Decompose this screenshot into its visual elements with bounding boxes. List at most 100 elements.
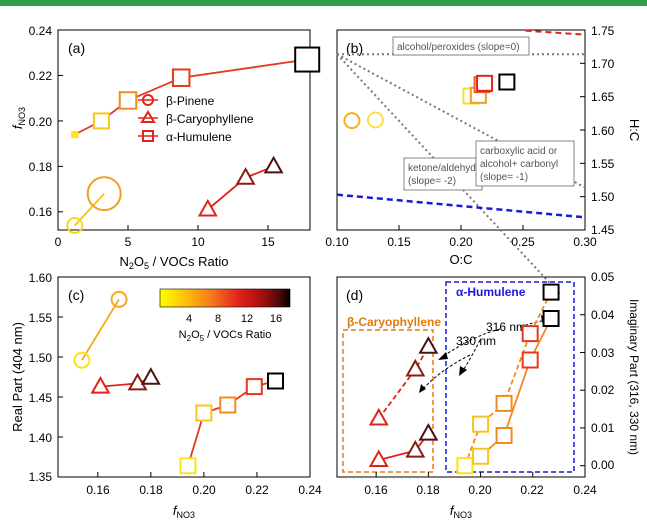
panel-b-y-axis-label: H:C xyxy=(627,119,642,141)
panel-b-label: (b) xyxy=(346,40,363,56)
tick-label: 0.22 xyxy=(520,483,544,497)
humulene-label: α-Humulene xyxy=(456,285,526,299)
data-point xyxy=(366,111,384,129)
panel-d: (d) 0.16 0.18 0.20 0.22 0.24 0.05 0.04 0… xyxy=(336,270,641,520)
data-point xyxy=(472,415,490,433)
tick-label: 0.18 xyxy=(416,483,440,497)
data-point xyxy=(197,198,218,217)
panel-b: (b) 0.10 0.15 0.20 0.25 0.30 1.75 1.70 1… xyxy=(325,24,642,295)
data-point xyxy=(542,310,560,328)
data-point xyxy=(405,439,426,458)
axis-ticks xyxy=(336,29,586,231)
axis-ticks xyxy=(58,276,311,478)
tick-label: 0.20 xyxy=(449,235,473,249)
tick-label: 0.30 xyxy=(573,235,597,249)
tick-label: 0.00 xyxy=(591,458,615,472)
colorbar-tick: 4 xyxy=(186,313,192,325)
tick-label: 1.75 xyxy=(591,24,615,38)
panel-c-y-ticks: 1.60 1.55 1.50 1.45 1.40 1.35 xyxy=(29,271,53,484)
data-point xyxy=(245,378,263,396)
data-point xyxy=(456,457,474,475)
data-point xyxy=(542,283,560,301)
tick-label: 5 xyxy=(125,235,132,249)
data-point xyxy=(521,325,539,343)
tick-label: 15 xyxy=(261,235,275,249)
data-point xyxy=(118,91,138,110)
tick-label: 0.22 xyxy=(29,69,53,83)
colorbar-tick: 12 xyxy=(241,313,253,325)
tick-label: 0.22 xyxy=(245,483,269,497)
tick-label: 0.03 xyxy=(591,346,615,360)
data-point xyxy=(71,130,79,139)
colorbar-gradient xyxy=(159,288,291,308)
colorbar-tick: 8 xyxy=(215,313,221,325)
panel-a: (a) 0.24 0.22 0.20 0.18 0.16 0 5 10 15 N… xyxy=(10,24,321,271)
annotation: alcohol+ carbonyl xyxy=(480,159,558,170)
panel-a-plot xyxy=(57,29,321,234)
tick-label: 1.50 xyxy=(591,190,615,204)
reference-line xyxy=(336,53,586,189)
panel-c-plot xyxy=(58,276,311,478)
annotation-330nm: 330 nm xyxy=(456,334,496,348)
panel-a-x-axis-label: N2O5 / VOCs Ratio xyxy=(119,254,228,271)
data-point xyxy=(90,375,111,394)
data-point xyxy=(368,449,389,468)
axis-ticks xyxy=(57,29,269,230)
tick-label: 0.16 xyxy=(29,205,53,219)
data-point xyxy=(498,73,516,91)
panel-a-y-ticks: 0.24 0.22 0.20 0.18 0.16 xyxy=(29,24,53,219)
tick-label: 1.70 xyxy=(591,57,615,71)
panel-b-annotations: alcohol/peroxides (slope=0) ketone/aldeh… xyxy=(392,36,575,191)
annotation: carboxylic acid or xyxy=(480,146,558,157)
panel-b-y-ticks: 1.75 1.70 1.65 1.60 1.55 1.50 1.45 xyxy=(591,24,615,237)
tick-label: 1.55 xyxy=(591,157,615,171)
data-point xyxy=(476,74,494,92)
panel-b-x-ticks: 0.10 0.15 0.20 0.25 0.30 xyxy=(325,235,597,249)
legend-square-icon xyxy=(142,130,154,142)
data-point xyxy=(294,46,321,73)
panel-c-label: (c) xyxy=(68,287,84,303)
panel-d-label: (d) xyxy=(346,287,363,303)
panel-a-label: (a) xyxy=(68,40,85,56)
axis-ticks xyxy=(375,276,586,477)
legend-entry: β-Caryophyllene xyxy=(166,112,254,126)
legend-circle-icon xyxy=(142,94,154,106)
data-point xyxy=(405,358,426,377)
panel-d-x-ticks: 0.16 0.18 0.20 0.22 0.24 xyxy=(364,483,597,497)
tick-label: 0.20 xyxy=(192,483,216,497)
data-point xyxy=(343,112,361,130)
tick-label: 0.24 xyxy=(298,483,322,497)
tick-label: 1.35 xyxy=(29,470,53,484)
caryophyllene-label: β-Caryophyllene xyxy=(347,315,441,329)
legend-triangle-icon xyxy=(140,110,156,123)
caryophyllene-box xyxy=(342,329,434,473)
panel-b-plot xyxy=(336,29,586,295)
reference-line xyxy=(525,29,586,36)
panel-c-x-axis-label: fNO3 xyxy=(173,503,195,520)
tick-label: 0.04 xyxy=(591,308,615,322)
annotation: alcohol/peroxides (slope=0) xyxy=(397,42,520,53)
data-point xyxy=(235,167,256,185)
tick-label: 0.16 xyxy=(364,483,388,497)
header-bar xyxy=(0,0,647,6)
panel-a-y-axis-label: fNO3 xyxy=(10,107,27,129)
data-point xyxy=(521,351,539,369)
data-point xyxy=(195,404,213,422)
colorbar: 4 8 12 16 N2O5 / VOCs Ratio xyxy=(159,288,291,343)
tick-label: 0.05 xyxy=(591,270,615,284)
tick-label: 1.40 xyxy=(29,431,53,445)
legend-entry: β-Pinene xyxy=(166,94,215,108)
tick-label: 0.10 xyxy=(325,235,349,249)
tick-label: 0.02 xyxy=(591,383,615,397)
panel-c: (c) 1.60 1.55 1.50 1.45 1.40 1.35 0.16 0… xyxy=(10,271,322,520)
data-point xyxy=(418,336,439,354)
panel-c-y-axis-label: Real Part (404 nm) xyxy=(10,322,25,432)
data-point xyxy=(368,407,389,426)
colorbar-tick: 16 xyxy=(270,313,282,325)
tick-label: 0.18 xyxy=(29,160,53,174)
colorbar-label: N2O5 / VOCs Ratio xyxy=(179,329,272,343)
reference-line xyxy=(336,193,586,219)
panel-b-x-axis-label: O:C xyxy=(449,252,472,267)
series-line xyxy=(81,298,120,361)
